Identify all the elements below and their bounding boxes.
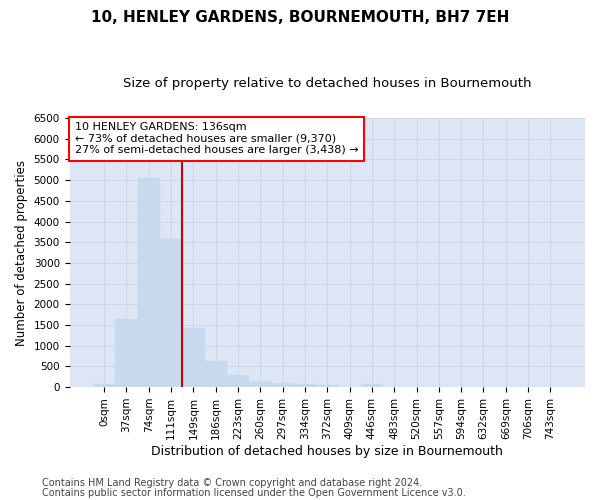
Bar <box>160 238 182 387</box>
Text: Contains HM Land Registry data © Crown copyright and database right 2024.: Contains HM Land Registry data © Crown c… <box>42 478 422 488</box>
Title: Size of property relative to detached houses in Bournemouth: Size of property relative to detached ho… <box>123 78 532 90</box>
Text: Contains public sector information licensed under the Open Government Licence v3: Contains public sector information licen… <box>42 488 466 498</box>
Bar <box>93 384 115 387</box>
Bar <box>137 178 160 387</box>
Bar <box>294 384 316 387</box>
Bar <box>182 328 205 387</box>
Bar <box>249 380 271 387</box>
Bar <box>361 384 383 387</box>
Bar <box>205 362 227 387</box>
Bar <box>316 385 338 387</box>
Bar <box>271 382 294 387</box>
Bar <box>227 375 249 387</box>
Bar <box>115 319 137 387</box>
Text: 10, HENLEY GARDENS, BOURNEMOUTH, BH7 7EH: 10, HENLEY GARDENS, BOURNEMOUTH, BH7 7EH <box>91 10 509 25</box>
X-axis label: Distribution of detached houses by size in Bournemouth: Distribution of detached houses by size … <box>151 444 503 458</box>
Y-axis label: Number of detached properties: Number of detached properties <box>15 160 28 346</box>
Text: 10 HENLEY GARDENS: 136sqm
← 73% of detached houses are smaller (9,370)
27% of se: 10 HENLEY GARDENS: 136sqm ← 73% of detac… <box>74 122 358 156</box>
